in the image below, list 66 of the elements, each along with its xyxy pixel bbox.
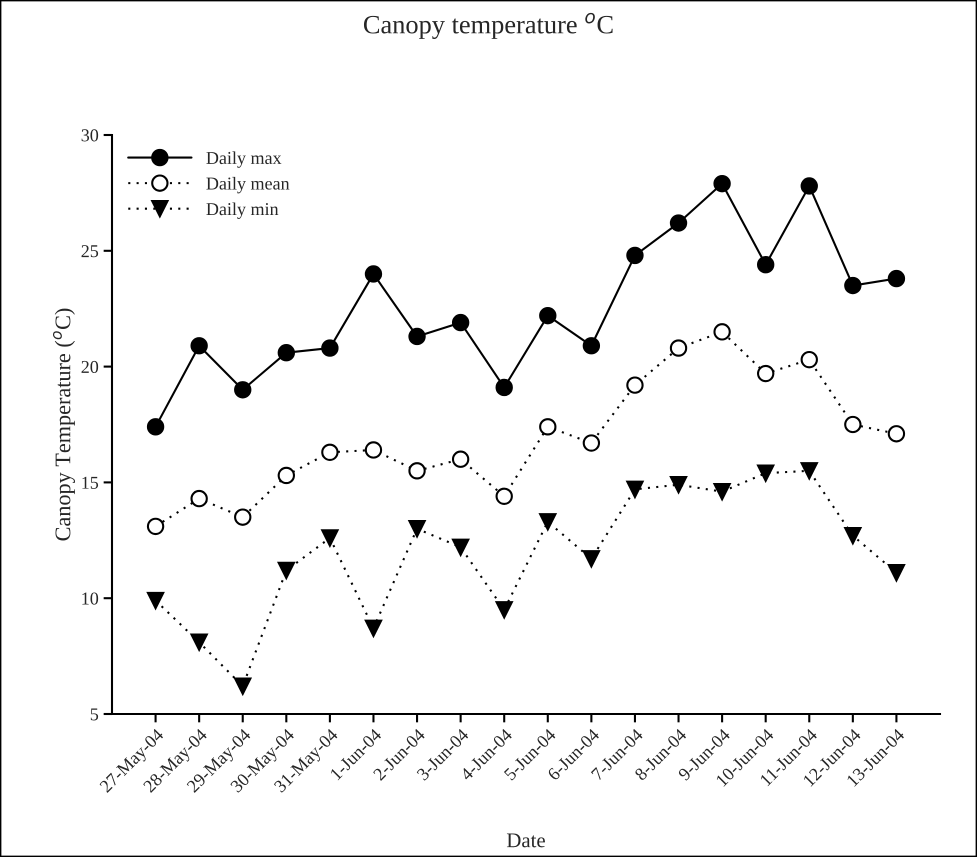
point: [408, 462, 426, 480]
y-tick-label: 15: [82, 476, 98, 489]
point: [364, 265, 382, 283]
point: [364, 441, 382, 459]
point: [496, 488, 513, 505]
legend-label: Daily max: [206, 151, 282, 168]
point: [190, 337, 208, 354]
point: [844, 416, 862, 434]
point: [234, 678, 252, 695]
point: [582, 434, 600, 452]
point: [626, 480, 644, 498]
point: [800, 177, 818, 195]
point: [626, 376, 644, 394]
point: [364, 620, 382, 637]
point: [888, 270, 906, 288]
point: [278, 562, 295, 580]
y-tick-label: 30: [82, 129, 98, 142]
chart-title: Canopy temperature $^{o}$C: [364, 12, 613, 39]
point: [278, 466, 295, 484]
point: [713, 323, 731, 341]
point: [844, 276, 862, 294]
point: [408, 328, 426, 346]
y-tick-label: 20: [82, 360, 98, 374]
point: [626, 246, 644, 264]
point: [670, 339, 688, 357]
x-axis-title: Date: [506, 834, 545, 848]
point: [452, 314, 470, 332]
point: [190, 490, 208, 508]
point: [539, 306, 556, 324]
point: [539, 418, 556, 436]
point: [757, 256, 774, 274]
point: [146, 518, 164, 536]
point: [670, 476, 688, 494]
point: [321, 529, 339, 547]
point: [800, 350, 818, 368]
point: [146, 592, 164, 610]
point: [844, 526, 862, 544]
point: [408, 520, 426, 538]
point: [321, 444, 339, 461]
point: [888, 564, 906, 582]
legend-label: Daily mean: [206, 176, 290, 194]
point: [582, 550, 600, 568]
point: [670, 214, 688, 232]
point: [146, 418, 164, 436]
point: [757, 464, 774, 482]
point: [278, 344, 295, 362]
point: [582, 337, 600, 354]
point: [757, 364, 774, 382]
point: [234, 381, 252, 398]
point: [496, 601, 513, 618]
point: [234, 508, 252, 526]
point: [539, 513, 556, 530]
point: [496, 378, 513, 396]
point: [800, 462, 818, 480]
y-axis-title: Canopy Temperature ($^{o}$C): [52, 308, 75, 540]
point: [452, 538, 470, 556]
y-tick-label: 5: [90, 708, 98, 720]
point: [321, 339, 339, 357]
y-tick-label: 10: [82, 592, 98, 605]
point: [888, 425, 906, 442]
point: [713, 482, 731, 500]
point: [452, 450, 470, 468]
point: [190, 634, 208, 651]
y-tick-label: 25: [82, 245, 98, 258]
legend-label: Daily min: [206, 202, 278, 219]
point: [713, 174, 731, 192]
